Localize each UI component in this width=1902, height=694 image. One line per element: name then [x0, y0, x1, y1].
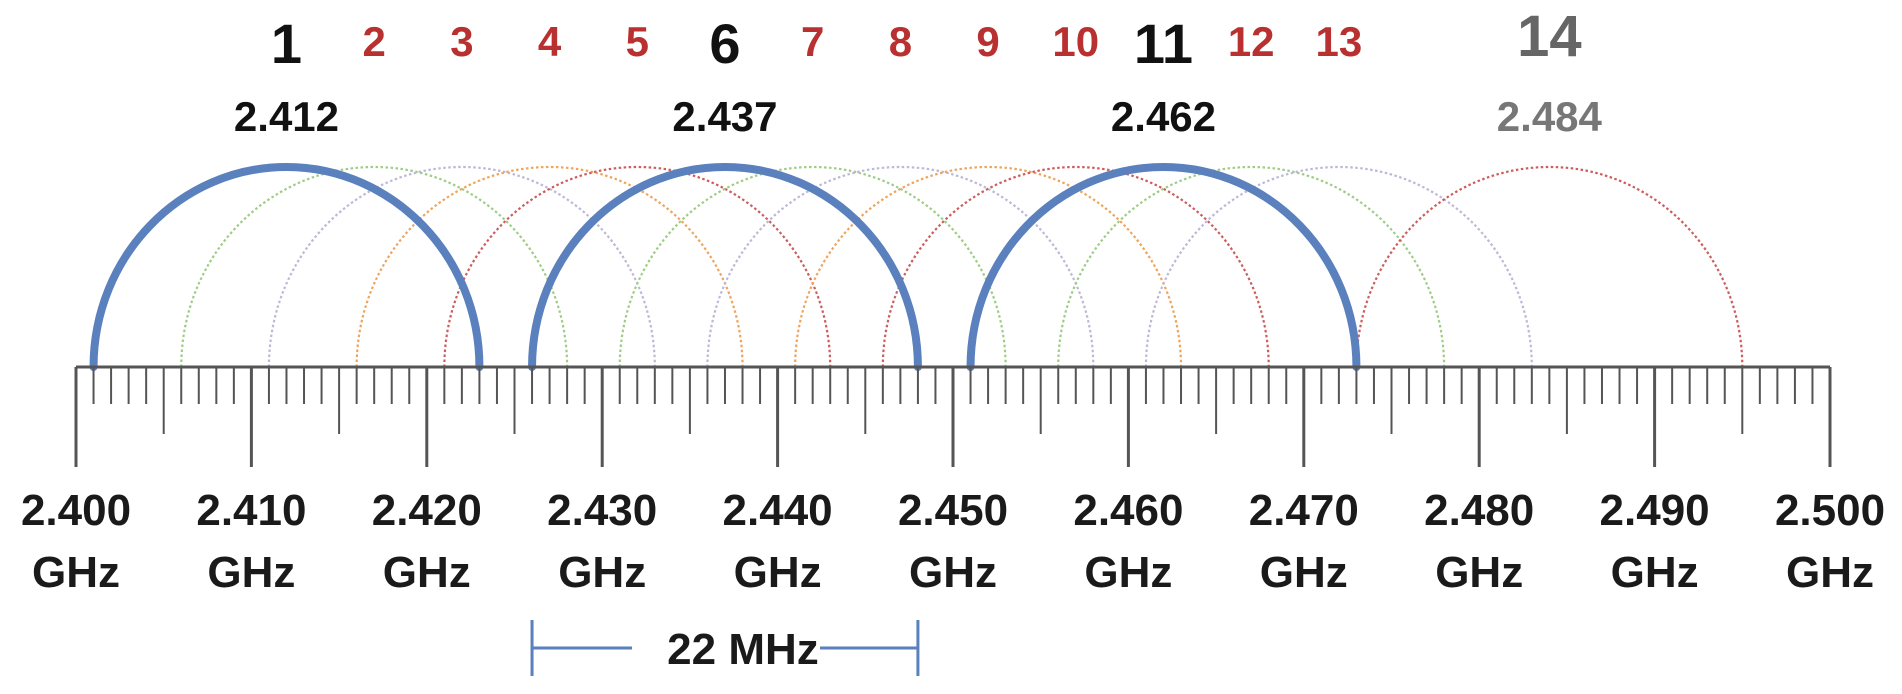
axis-label-value: 2.500 [1775, 486, 1885, 535]
axis-label-value: 2.470 [1249, 486, 1359, 535]
axis-label-unit: GHz [1435, 548, 1523, 597]
axis-label-unit: GHz [1084, 548, 1172, 597]
span-indicator: 22 MHz [530, 620, 920, 676]
channel-freq-11: 2.462 [1111, 93, 1216, 140]
axis-label-unit: GHz [383, 548, 471, 597]
axis-label-unit: GHz [1786, 548, 1874, 597]
channel-label-1: 1 [271, 12, 302, 75]
channel-arc-14 [1355, 165, 1744, 368]
axis-label-value: 2.490 [1600, 486, 1710, 535]
channel-arc-3 [267, 165, 656, 368]
channel-number-labels: 1 2 3 4 5 6 7 8 9 10 11 12 13 14 [271, 4, 1582, 75]
channel-arc-13 [1144, 165, 1533, 368]
axis-label-unit: GHz [558, 548, 646, 597]
axis-label-unit: GHz [207, 548, 295, 597]
channel-label-12: 12 [1228, 18, 1275, 65]
channel-label-13: 13 [1316, 18, 1363, 65]
span-label: 22 MHz [667, 625, 819, 674]
channel-arc-12 [1057, 165, 1446, 368]
frequency-axis [74, 365, 1832, 467]
channel-arc-5 [443, 165, 832, 368]
axis-label-value: 2.420 [372, 486, 482, 535]
channel-freq-14: 2.484 [1497, 93, 1603, 140]
channel-label-3: 3 [450, 18, 473, 65]
channel-freq-6: 2.437 [672, 93, 777, 140]
channel-label-14: 14 [1517, 4, 1582, 69]
channel-label-4: 4 [538, 18, 562, 65]
channel-arc-4 [355, 165, 744, 368]
channel-arc-8 [706, 165, 1095, 368]
channel-label-7: 7 [801, 18, 824, 65]
axis-label-value: 2.400 [21, 486, 131, 535]
channel-label-2: 2 [363, 18, 386, 65]
axis-tick-labels: 2.400 GHz 2.410 GHz 2.420 GHz 2.430 GHz 2.440 GHz… [21, 486, 1885, 597]
channel-arc-7 [618, 165, 1007, 368]
axis-label-value: 2.480 [1424, 486, 1534, 535]
channel-arc-6 [528, 162, 922, 371]
channel-arc-2 [180, 165, 569, 368]
channel-arc-9 [794, 165, 1183, 368]
axis-label-unit: GHz [32, 548, 120, 597]
channel-arc-11 [966, 162, 1361, 371]
axis-label-value: 2.430 [547, 486, 657, 535]
axis-label-value: 2.450 [898, 486, 1008, 535]
channel-label-10: 10 [1052, 18, 1099, 65]
center-frequency-labels: 2.412 2.437 2.462 2.484 [234, 93, 1603, 140]
channel-arc-10 [881, 165, 1270, 368]
dotted-channel-arcs [180, 165, 1744, 368]
axis-label-unit: GHz [734, 548, 822, 597]
axis-label-unit: GHz [909, 548, 997, 597]
channel-label-9: 9 [976, 18, 999, 65]
channel-label-5: 5 [626, 18, 649, 65]
axis-label-unit: GHz [1260, 548, 1348, 597]
non-overlapping-channel-arcs [89, 162, 1361, 371]
channel-label-11: 11 [1134, 12, 1193, 75]
axis-label-unit: GHz [1611, 548, 1699, 597]
axis-label-value: 2.410 [196, 486, 306, 535]
axis-label-value: 2.440 [723, 486, 833, 535]
channel-arc-1 [89, 162, 484, 371]
channel-label-6: 6 [709, 12, 740, 75]
channel-freq-1: 2.412 [234, 93, 339, 140]
axis-label-value: 2.460 [1073, 486, 1183, 535]
channel-label-8: 8 [889, 18, 912, 65]
